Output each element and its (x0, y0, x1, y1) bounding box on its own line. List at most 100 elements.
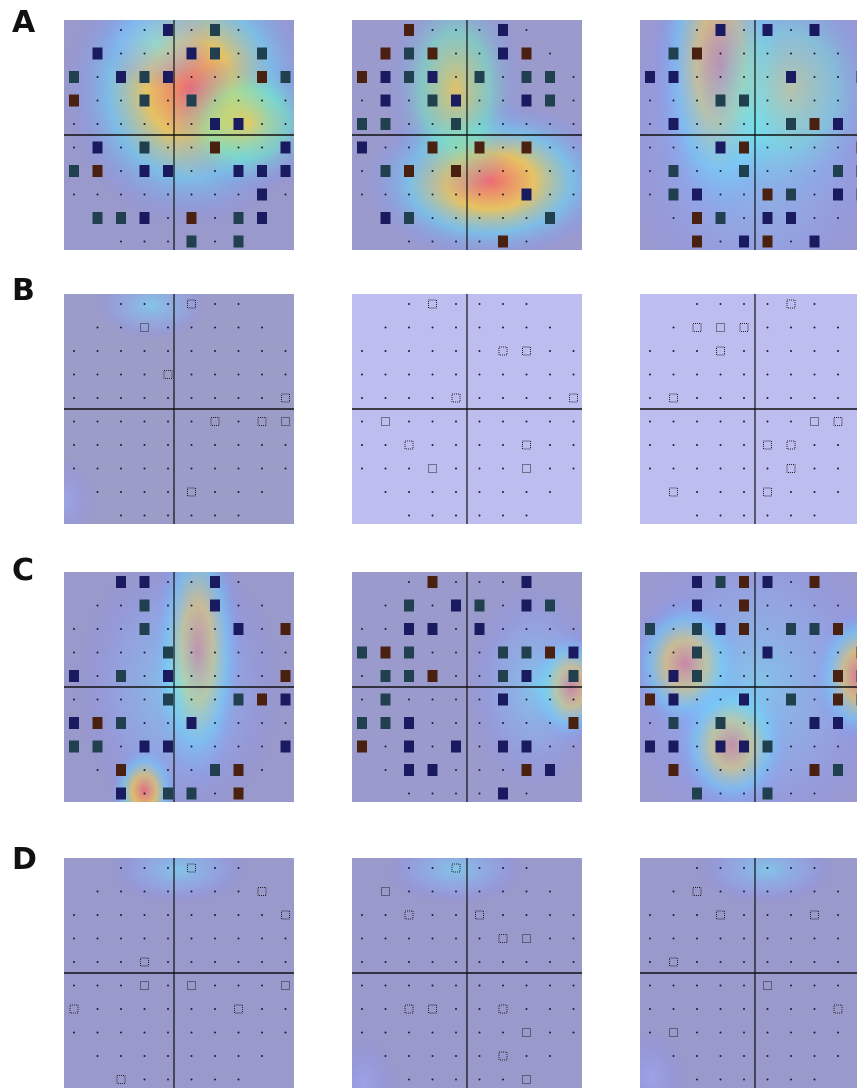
test-point-dot (97, 985, 99, 987)
deviation-marker (234, 623, 244, 635)
test-point-dot (120, 241, 122, 243)
deviation-marker (545, 647, 555, 659)
deviation-marker (404, 212, 414, 224)
test-point-dot (214, 194, 216, 196)
test-point-dot (97, 194, 99, 196)
test-point-dot (549, 722, 551, 724)
test-point-dot (73, 1032, 75, 1034)
deviation-marker (357, 741, 367, 753)
test-point-dot (673, 914, 675, 916)
test-point-dot (696, 76, 698, 78)
deviation-marker (163, 24, 173, 36)
deviation-marker (522, 71, 532, 83)
test-point-dot (214, 327, 216, 329)
test-point-dot (790, 1008, 792, 1010)
test-point-dot (361, 421, 363, 423)
test-point-dot (285, 194, 287, 196)
test-point-dot (549, 170, 551, 172)
test-point-dot (649, 1032, 651, 1034)
test-point-dot (432, 217, 434, 219)
deviation-marker (210, 48, 220, 60)
deviation-marker (404, 600, 414, 612)
test-point-dot (238, 53, 240, 55)
test-point-dot (814, 515, 816, 517)
test-point-dot (720, 769, 722, 771)
deviation-marker (475, 623, 485, 635)
test-point-dot (767, 769, 769, 771)
test-point-dot (238, 327, 240, 329)
test-point-dot (573, 468, 575, 470)
test-point-dot (144, 652, 146, 654)
deviation-marker (498, 741, 508, 753)
test-point-dot (432, 699, 434, 701)
deviation-marker (763, 189, 773, 201)
test-point-dot (385, 491, 387, 493)
test-point-dot (696, 468, 698, 470)
deviation-marker (833, 764, 843, 776)
test-point-dot (144, 699, 146, 701)
test-point-dot (673, 628, 675, 630)
deviation-marker (498, 670, 508, 682)
test-point-dot (167, 303, 169, 305)
test-point-dot (238, 491, 240, 493)
test-point-dot (214, 374, 216, 376)
test-point-dot (120, 938, 122, 940)
test-point-dot (238, 303, 240, 305)
deviation-marker (69, 670, 79, 682)
test-point-dot (814, 350, 816, 352)
test-point-dot (790, 769, 792, 771)
test-point-dot (455, 421, 457, 423)
test-point-dot (814, 1079, 816, 1081)
test-point-dot (285, 938, 287, 940)
test-point-dot (673, 147, 675, 149)
test-point-dot (261, 628, 263, 630)
test-point-dot (261, 100, 263, 102)
test-point-dot (191, 444, 193, 446)
test-point-dot (455, 147, 457, 149)
test-point-dot (97, 327, 99, 329)
test-point-dot (549, 699, 551, 701)
test-point-dot (814, 327, 816, 329)
deviation-marker (163, 788, 173, 800)
test-point-dot (479, 29, 481, 31)
deviation-marker (428, 95, 438, 107)
test-point-dot (649, 722, 651, 724)
test-point-dot (261, 491, 263, 493)
test-point-dot (432, 605, 434, 607)
deviation-marker (763, 24, 773, 36)
deviation-marker (569, 717, 579, 729)
test-point-dot (455, 29, 457, 31)
field-map (640, 572, 857, 802)
deviation-marker (69, 165, 79, 177)
test-point-dot (743, 1055, 745, 1057)
test-point-dot (120, 444, 122, 446)
test-point-dot (144, 793, 146, 795)
test-point-dot (767, 76, 769, 78)
deviation-marker (116, 717, 126, 729)
deviation-marker (428, 764, 438, 776)
test-point-dot (238, 1079, 240, 1081)
deviation-marker (810, 24, 820, 36)
row-label-d: D (12, 845, 37, 875)
test-point-dot (455, 961, 457, 963)
deviation-marker (545, 212, 555, 224)
test-point-dot (214, 699, 216, 701)
deviation-marker (210, 764, 220, 776)
test-point-dot (573, 961, 575, 963)
test-point-dot (120, 985, 122, 987)
test-point-dot (837, 374, 839, 376)
test-point-dot (767, 100, 769, 102)
test-point-dot (814, 675, 816, 677)
row-label-b: B (12, 276, 35, 306)
test-point-dot (526, 421, 528, 423)
deviation-marker (475, 71, 485, 83)
test-point-dot (361, 194, 363, 196)
test-point-dot (191, 170, 193, 172)
test-point-dot (97, 699, 99, 701)
test-point-dot (120, 891, 122, 893)
deviation-marker (451, 165, 461, 177)
test-point-dot (432, 194, 434, 196)
deviation-marker (428, 623, 438, 635)
test-point-dot (549, 1008, 551, 1010)
test-point-dot (167, 217, 169, 219)
